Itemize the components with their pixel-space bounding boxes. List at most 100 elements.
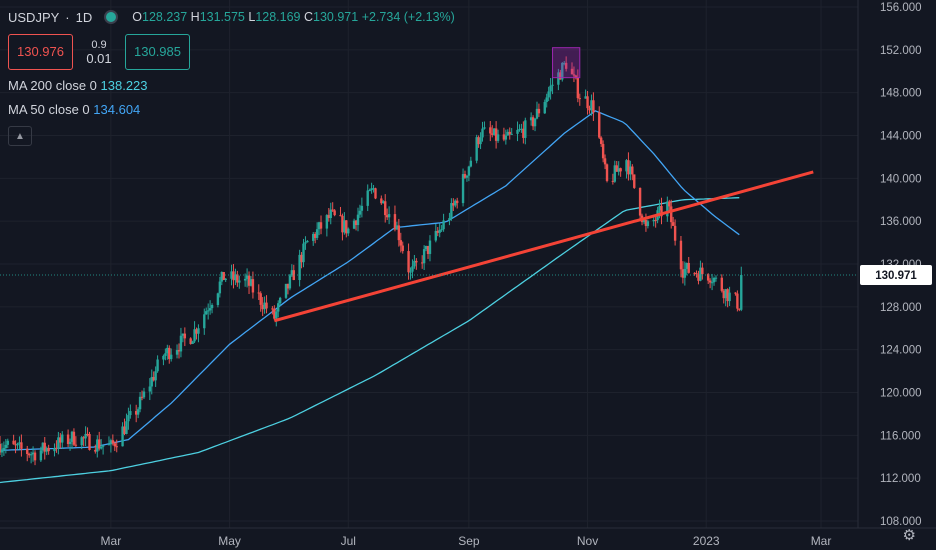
candle-body [557, 72, 560, 85]
candle-body [39, 450, 43, 461]
interval-label[interactable]: 1D [75, 9, 93, 25]
candle-body [592, 100, 595, 113]
candle-body [467, 166, 471, 176]
candle-body [438, 229, 441, 233]
candle-body [33, 452, 37, 461]
candle-body [247, 275, 251, 286]
buy-button[interactable]: 130.985 [125, 34, 190, 70]
candle-body [695, 273, 698, 275]
candle-body [304, 242, 307, 244]
candle-body [407, 251, 410, 273]
candle-body [629, 166, 632, 175]
candle-body [175, 350, 179, 355]
candle-body [584, 96, 587, 99]
candle-body [508, 131, 511, 135]
y-tick-label: 120.000 [880, 388, 922, 400]
candle-body [29, 454, 33, 456]
candle-body [631, 166, 634, 175]
candle-body [561, 62, 564, 80]
candle-body [448, 218, 451, 221]
highlight-rectangle [552, 47, 581, 79]
candle-body [86, 433, 89, 435]
candle-body [347, 228, 350, 234]
candle-body [125, 421, 128, 434]
candle-body [393, 214, 397, 230]
candle-body [68, 441, 72, 445]
candle-body [722, 290, 725, 299]
candle-body [84, 433, 87, 439]
symbol-name[interactable]: USDJPY [8, 9, 60, 25]
candle-body [465, 175, 469, 178]
candle-body [469, 160, 473, 167]
candle-body [387, 214, 391, 218]
chevron-up-icon[interactable]: ▲ [8, 126, 32, 146]
candle-body [483, 127, 486, 129]
candle-body [111, 440, 115, 444]
last-price-label: 130.971 [875, 270, 917, 282]
candle-body [520, 128, 523, 130]
candle-body [183, 333, 187, 339]
candle-body [236, 274, 239, 283]
ma200-legend[interactable]: MA 200 close 0 138.223 [8, 78, 455, 94]
y-tick-label: 144.000 [880, 131, 922, 143]
candle-body [205, 311, 208, 315]
candle-body [588, 108, 591, 111]
candle-body [454, 200, 457, 206]
candle-body [699, 267, 702, 281]
candle-body [0, 443, 2, 453]
candle-body [4, 444, 8, 448]
candle-body [156, 359, 159, 372]
candle-body [127, 415, 130, 422]
candle-body [463, 174, 467, 178]
candle-body [734, 292, 737, 294]
candle-body [177, 350, 181, 352]
time-axis[interactable]: Mar May Jul Sep Nov 2023 Mar [101, 534, 832, 548]
candle-body [166, 347, 169, 354]
candle-body [360, 205, 364, 211]
ma50-legend[interactable]: MA 50 close 0 134.604 [8, 102, 455, 118]
candle-body [411, 266, 414, 272]
candle-body [547, 91, 550, 98]
candle-body [45, 447, 48, 452]
ma50-label: MA 50 close 0 [8, 102, 90, 117]
low-label: L [248, 10, 256, 24]
candle-body [625, 160, 628, 172]
y-tick-label: 124.000 [880, 345, 922, 357]
candle-body [658, 205, 661, 211]
candle-body [31, 452, 35, 455]
candle-body [234, 274, 237, 281]
candle-body [726, 289, 729, 302]
candle-body [720, 277, 724, 291]
price-axis[interactable]: 156.000 152.000 148.000 144.000 140.000 136.0… [860, 2, 932, 528]
candle-body [164, 353, 167, 356]
sell-button[interactable]: 130.976 [8, 34, 73, 70]
candle-body [306, 240, 309, 243]
candle-body [352, 220, 356, 229]
candle-body [72, 431, 76, 445]
candle-body [504, 135, 508, 140]
drawings-layer[interactable] [0, 47, 858, 323]
gear-icon[interactable]: ⚙ [902, 527, 916, 544]
candle-body [224, 278, 227, 281]
candle-body [61, 434, 64, 443]
candle-body [401, 245, 404, 252]
candle-body [300, 254, 303, 263]
candle-body [633, 174, 636, 188]
candle-body [152, 376, 155, 381]
candle-body [0, 449, 4, 453]
candle-body [572, 74, 576, 76]
candle-body [372, 188, 375, 190]
candle-body [668, 201, 671, 207]
candle-body [537, 108, 541, 114]
candle-body [317, 222, 321, 230]
candle-body [529, 117, 533, 121]
candle-body [685, 262, 688, 269]
candle-body [428, 240, 432, 254]
candle-body [263, 302, 266, 310]
candle-body [564, 62, 568, 69]
candle-body [179, 335, 183, 352]
chart-legend: USDJPY · 1D O128.237 H131.575 L128.169 C… [8, 8, 455, 146]
candle-body [426, 246, 430, 254]
candle-body [203, 314, 206, 329]
